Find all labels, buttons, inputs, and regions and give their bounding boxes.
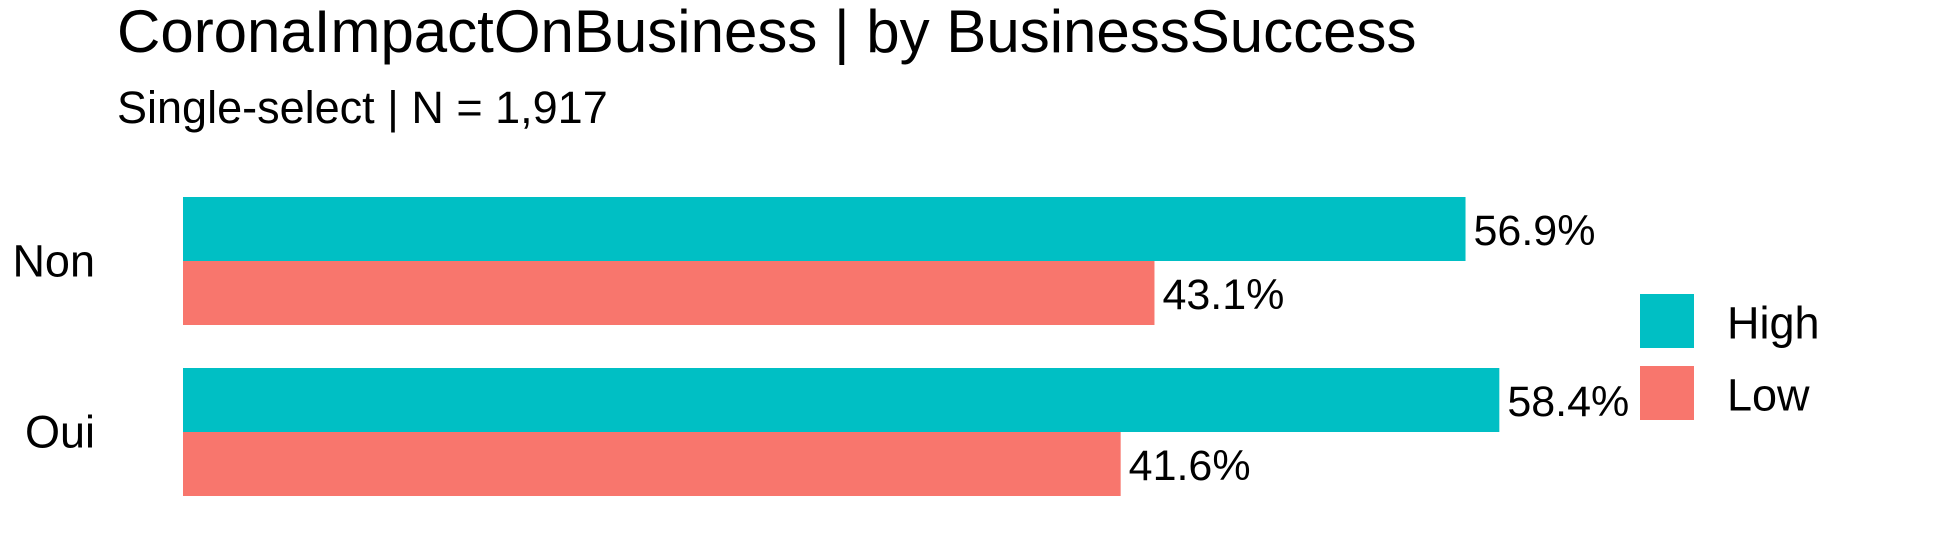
category-label-oui: Oui <box>25 407 95 458</box>
legend-key-high <box>1640 294 1694 348</box>
legend-key-low <box>1640 366 1694 420</box>
data-label-high-non: 56.9% <box>1474 207 1596 255</box>
bar-high-non <box>183 197 1466 261</box>
chart-title: CoronaImpactOnBusiness | by BusinessSucc… <box>117 0 1417 65</box>
bar-low-oui <box>183 432 1121 496</box>
legend: High Low <box>1640 294 1820 421</box>
plot-area: Non 56.9% 43.1% Oui 58.4% 41.6% <box>12 197 1629 496</box>
category-label-non: Non <box>12 236 95 287</box>
chart-subtitle: Single-select | N = 1,917 <box>117 82 608 133</box>
bar-high-oui <box>183 368 1500 432</box>
bar-low-non <box>183 261 1155 325</box>
data-label-low-non: 43.1% <box>1162 271 1284 319</box>
legend-label-high: High <box>1727 298 1820 349</box>
data-label-low-oui: 41.6% <box>1129 442 1251 490</box>
data-label-high-oui: 58.4% <box>1507 378 1629 426</box>
legend-label-low: Low <box>1727 370 1810 421</box>
